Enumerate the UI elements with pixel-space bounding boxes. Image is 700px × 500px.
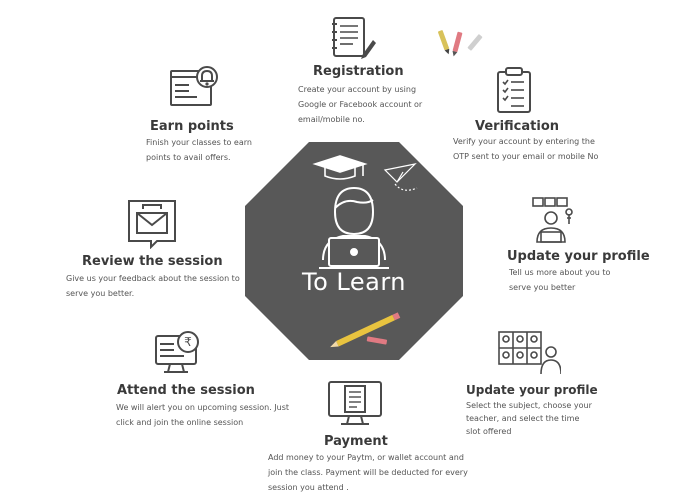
step-title: Attend the session	[117, 383, 255, 398]
center-title: To Learn	[302, 268, 406, 296]
monitor-rupee-icon: ₹	[155, 331, 199, 373]
step-title: Update your profile	[466, 383, 598, 397]
center-octagon	[245, 142, 463, 360]
svg-text:₹: ₹	[184, 335, 192, 349]
user-laptop-icon	[532, 197, 573, 243]
student-laptop-icon	[319, 186, 389, 269]
step-title: Update your profile	[507, 249, 650, 264]
monitor-list-icon	[328, 381, 382, 425]
step-description: Add money to your Paytm, or wallet accou…	[268, 453, 468, 492]
step-description: We will alert you on upcoming session. J…	[116, 403, 290, 427]
video-call-grid-icon	[498, 331, 561, 375]
step-description: Tell us more about you to serve you bett…	[509, 268, 611, 292]
step-description: Finish your classes to earn points to av…	[146, 138, 252, 162]
pencil-decoration-icon	[330, 312, 401, 348]
step-description: Select the subject, choose your teacher,…	[466, 401, 592, 436]
pencils-decoration-icon	[438, 30, 483, 57]
notepad-pen-icon	[332, 17, 376, 59]
step-description: Give us your feedback about the session …	[66, 274, 240, 298]
checklist-clipboard-icon	[497, 67, 531, 113]
browser-bell-icon	[170, 66, 218, 106]
paper-plane-icon	[383, 163, 418, 191]
step-description: Create your account by using Google or F…	[298, 85, 423, 124]
step-title: Registration	[313, 64, 404, 79]
step-description: Verify your account by entering the OTP …	[453, 137, 599, 161]
feedback-envelope-icon	[128, 200, 176, 249]
step-title: Earn points	[150, 119, 234, 134]
graduation-cap-icon	[312, 155, 368, 180]
step-title: Review the session	[82, 254, 223, 269]
step-title: Payment	[324, 434, 388, 449]
step-title: Verification	[475, 119, 560, 134]
